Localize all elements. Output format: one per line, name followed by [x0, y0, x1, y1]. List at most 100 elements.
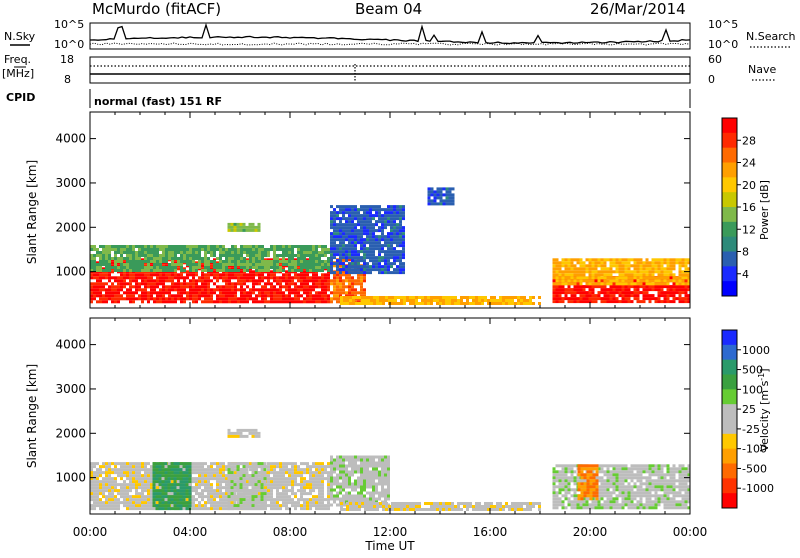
data-cell	[345, 232, 348, 235]
data-cell	[520, 296, 523, 299]
data-cell	[481, 299, 484, 302]
data-cell	[646, 288, 649, 291]
data-cell	[132, 471, 135, 474]
data-cell	[345, 229, 348, 232]
data-cell	[577, 288, 580, 291]
data-cell	[652, 297, 655, 300]
data-cell	[637, 264, 640, 267]
data-cell	[117, 282, 120, 285]
data-cell	[213, 495, 216, 498]
data-cell	[123, 465, 126, 468]
data-cell	[243, 462, 246, 465]
data-cell	[228, 495, 231, 498]
data-cell	[330, 259, 333, 262]
data-cell	[129, 300, 132, 303]
data-cell	[135, 489, 138, 492]
data-cell	[276, 263, 279, 266]
data-cell	[252, 486, 255, 489]
data-cell	[135, 288, 138, 291]
data-cell	[361, 302, 364, 305]
data-cell	[96, 498, 99, 501]
data-cell	[183, 465, 186, 468]
data-cell	[276, 507, 279, 510]
data-cell	[318, 483, 321, 486]
data-cell	[378, 265, 381, 268]
data-cell	[357, 282, 360, 285]
data-cell	[153, 273, 156, 276]
data-cell	[336, 214, 339, 217]
data-cell	[381, 235, 384, 238]
data-cell	[105, 495, 108, 498]
data-cell	[141, 269, 144, 272]
data-cell	[111, 276, 114, 279]
data-cell	[294, 492, 297, 495]
data-cell	[108, 294, 111, 297]
data-cell	[412, 296, 415, 299]
data-cell	[105, 248, 108, 251]
data-cell	[246, 245, 249, 248]
data-cell	[460, 296, 463, 299]
data-cell	[153, 471, 156, 474]
data-cell	[258, 480, 261, 483]
data-cell	[231, 269, 234, 272]
data-cell	[348, 241, 351, 244]
data-cell	[390, 220, 393, 223]
data-cell	[114, 288, 117, 291]
data-cell	[156, 468, 159, 471]
data-cell	[267, 279, 270, 282]
data-cell	[291, 282, 294, 285]
data-cell	[99, 504, 102, 507]
data-cell	[373, 296, 376, 299]
data-cell	[345, 291, 348, 294]
data-cell	[640, 264, 643, 267]
data-cell	[261, 251, 264, 254]
data-cell	[437, 193, 440, 196]
data-cell	[261, 269, 264, 272]
data-cell	[589, 267, 592, 270]
data-cell	[327, 285, 330, 288]
data-cell	[135, 471, 138, 474]
data-cell	[219, 483, 222, 486]
data-cell	[252, 477, 255, 480]
data-cell	[216, 288, 219, 291]
data-cell	[207, 276, 210, 279]
data-cell	[652, 264, 655, 267]
data-cell	[309, 477, 312, 480]
data-cell	[523, 302, 526, 305]
data-cell	[153, 266, 156, 269]
data-cell	[108, 486, 111, 489]
data-cell	[117, 498, 120, 501]
data-cell	[114, 257, 117, 260]
data-cell	[174, 297, 177, 300]
data-cell	[300, 498, 303, 501]
data-cell	[352, 299, 355, 302]
data-cell	[643, 261, 646, 264]
data-cell	[333, 247, 336, 250]
data-cell	[372, 265, 375, 268]
data-cell	[216, 266, 219, 269]
data-cell	[198, 297, 201, 300]
data-cell	[321, 507, 324, 510]
data-cell	[571, 288, 574, 291]
data-cell	[219, 300, 222, 303]
freq-strip: Freq. [MHz] 18 8 60 0 Nave	[2, 53, 776, 86]
freq-top-label: 18	[60, 53, 74, 66]
data-cell	[174, 486, 177, 489]
data-cell	[556, 276, 559, 279]
data-cell	[619, 276, 622, 279]
data-cell	[685, 264, 688, 267]
data-cell	[186, 248, 189, 251]
data-cell	[165, 291, 168, 294]
data-cell	[505, 296, 508, 299]
data-cell	[300, 263, 303, 266]
data-cell	[460, 299, 463, 302]
data-cell	[252, 498, 255, 501]
data-cell	[333, 235, 336, 238]
data-cell	[324, 291, 327, 294]
data-cell	[321, 276, 324, 279]
data-cell	[168, 248, 171, 251]
data-cell	[234, 254, 237, 257]
data-cell	[592, 285, 595, 288]
data-cell	[273, 288, 276, 291]
data-cell	[183, 462, 186, 465]
